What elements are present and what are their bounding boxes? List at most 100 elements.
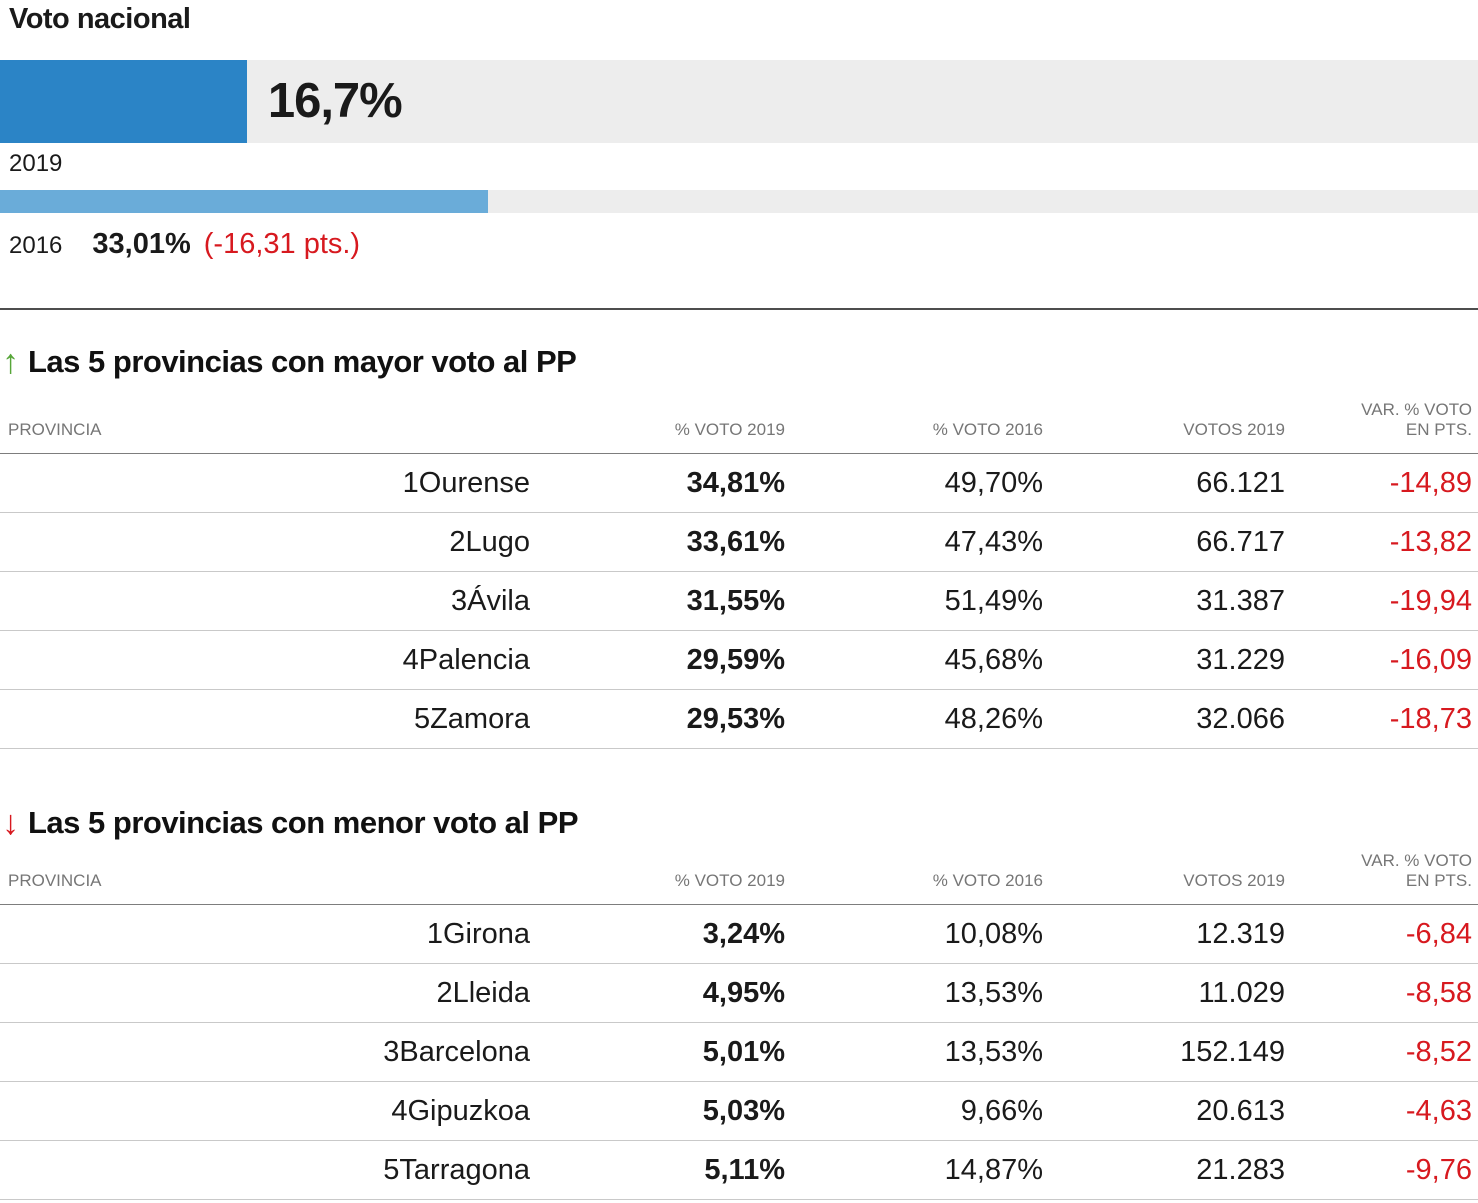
top-provinces-section: ↑ Las 5 provincias con mayor voto al PP … [0,344,1478,749]
cell-voto-2016: 51,49% [785,571,1043,631]
cell-var: -8,58 [1285,963,1478,1023]
cell-votos-2019: 66.717 [1043,512,1285,572]
cell-province: 3Barcelona [0,1022,530,1082]
row-rank: 5 [383,1153,400,1186]
col-header-var-line2: EN PTS. [1405,871,1472,890]
cell-voto-2019: 34,81% [530,453,785,513]
cell-voto-2019: 5,11% [530,1140,785,1200]
row-province-name: Zamora [430,702,530,735]
col-header-voto-2019: % VOTO 2019 [530,380,785,454]
cell-voto-2019: 29,53% [530,689,785,749]
row-rank: 1 [402,466,419,499]
page-title: Voto nacional [9,3,191,35]
row-rank: 2 [436,976,453,1009]
section-title-text: Las 5 provincias con menor voto al PP [28,805,579,840]
table-row: 5Zamora 29,53% 48,26% 32.066 -18,73 [0,689,1478,749]
cell-voto-2019: 5,01% [530,1022,785,1082]
bar-2019-track: 16,7% [0,60,1478,143]
col-header-var-line1: VAR. % VOTO [1361,851,1472,870]
cell-var: -9,76 [1285,1140,1478,1200]
cell-var: -19,94 [1285,571,1478,631]
bottom-provinces-title: ↓ Las 5 provincias con menor voto al PP [2,805,1478,841]
up-arrow-icon: ↑ [2,343,19,381]
row-province-name: Gipuzkoa [407,1094,530,1127]
cell-votos-2019: 12.319 [1043,904,1285,964]
row-rank: 4 [402,643,419,676]
table-row: 5Tarragona 5,11% 14,87% 21.283 -9,76 [0,1140,1478,1200]
cell-votos-2019: 152.149 [1043,1022,1285,1082]
cell-var: -18,73 [1285,689,1478,749]
cell-province: 4Palencia [0,630,530,690]
col-header-votos-2019: VOTOS 2019 [1043,841,1285,905]
cell-var: -14,89 [1285,453,1478,513]
row-province-name: Ourense [418,466,530,499]
table-row: 2Lleida 4,95% 13,53% 11.029 -8,58 [0,963,1478,1023]
table-row: 2Lugo 33,61% 47,43% 66.717 -13,82 [0,512,1478,572]
cell-votos-2019: 20.613 [1043,1081,1285,1141]
row-rank: 1 [426,917,443,950]
bar-2019-year-label: 2019 [9,150,63,177]
cell-voto-2016: 49,70% [785,453,1043,513]
bar-2016-caption: 2016 33,01% (-16,31 pts.) [9,228,1478,262]
cell-province: 2Lleida [0,963,530,1023]
cell-voto-2019: 5,03% [530,1081,785,1141]
cell-var: -6,84 [1285,904,1478,964]
table-row: 1Girona 3,24% 10,08% 12.319 -6,84 [0,904,1478,964]
top-provinces-title: ↑ Las 5 provincias con mayor voto al PP [2,344,1478,380]
bar-2016-diff-label: (-16,31 pts.) [203,228,361,260]
cell-province: 4Gipuzkoa [0,1081,530,1141]
cell-var: -16,09 [1285,630,1478,690]
cell-voto-2016: 45,68% [785,630,1043,690]
row-province-name: Lugo [465,525,530,558]
cell-votos-2019: 31.229 [1043,630,1285,690]
cell-var: -8,52 [1285,1022,1478,1082]
bar-2019-fill [0,60,247,143]
down-arrow-icon: ↓ [2,804,19,842]
cell-voto-2016: 48,26% [785,689,1043,749]
row-province-name: Lleida [452,976,530,1009]
col-header-voto-2019: % VOTO 2019 [530,841,785,905]
col-header-provincia: PROVINCIA [0,841,530,905]
row-province-name: Palencia [418,643,530,676]
cell-votos-2019: 66.121 [1043,453,1285,513]
row-province-name: Barcelona [399,1035,530,1068]
table-row: 3Ávila 31,55% 51,49% 31.387 -19,94 [0,571,1478,631]
cell-votos-2019: 32.066 [1043,689,1285,749]
cell-voto-2016: 47,43% [785,512,1043,572]
cell-province: 2Lugo [0,512,530,572]
cell-voto-2019: 33,61% [530,512,785,572]
table-row: 3Barcelona 5,01% 13,53% 152.149 -8,52 [0,1022,1478,1082]
cell-province: 1Girona [0,904,530,964]
row-province-name: Girona [442,917,530,950]
section-divider [0,308,1478,310]
bar-2019-value-label: 16,7% [267,74,403,128]
bar-2016-value-label: 33,01% [92,228,191,260]
section-title-text: Las 5 provincias con mayor voto al PP [28,344,577,379]
cell-voto-2016: 13,53% [785,1022,1043,1082]
cell-voto-2016: 10,08% [785,904,1043,964]
bottom-provinces-table: PROVINCIA % VOTO 2019 % VOTO 2016 VOTOS … [0,841,1478,1200]
cell-votos-2019: 21.283 [1043,1140,1285,1200]
cell-var: -4,63 [1285,1081,1478,1141]
row-rank: 4 [391,1094,408,1127]
col-header-voto-2016: % VOTO 2016 [785,841,1043,905]
bar-2016-track [0,190,1478,213]
cell-province: 5Zamora [0,689,530,749]
bar-2016-year-label: 2016 [9,232,63,259]
table-row: 4Palencia 29,59% 45,68% 31.229 -16,09 [0,630,1478,690]
col-header-voto-2016: % VOTO 2016 [785,380,1043,454]
row-rank: 2 [449,525,466,558]
bar-2016-fill [0,190,488,213]
row-rank: 5 [413,702,431,735]
cell-voto-2019: 29,59% [530,630,785,690]
col-header-var: VAR. % VOTO EN PTS. [1285,380,1478,454]
table-header-row: PROVINCIA % VOTO 2019 % VOTO 2016 VOTOS … [0,380,1478,454]
cell-var: -13,82 [1285,512,1478,572]
table-header-row: PROVINCIA % VOTO 2019 % VOTO 2016 VOTOS … [0,841,1478,905]
col-header-votos-2019: VOTOS 2019 [1043,380,1285,454]
cell-voto-2016: 9,66% [785,1081,1043,1141]
cell-province: 1Ourense [0,453,530,513]
cell-voto-2019: 3,24% [530,904,785,964]
cell-province: 3Ávila [0,571,530,631]
col-header-var: VAR. % VOTO EN PTS. [1285,841,1478,905]
